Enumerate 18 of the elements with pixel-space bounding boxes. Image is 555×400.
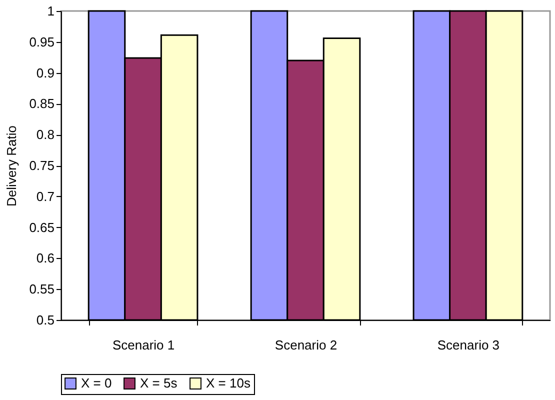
y-tick-label: 0.65 xyxy=(29,220,54,235)
y-tick-label: 0.7 xyxy=(36,188,54,204)
y-tick-label: 0.75 xyxy=(29,158,54,173)
legend-label: X = 10s xyxy=(206,376,251,391)
legend-label: X = 5s xyxy=(140,376,178,391)
legend-label: X = 0 xyxy=(81,376,112,391)
x-tick-label: Scenario 3 xyxy=(437,338,500,352)
y-tick-label: 0.6 xyxy=(36,250,54,266)
x-tick-label: Scenario 1 xyxy=(112,338,175,352)
y-tick-label: 0.8 xyxy=(36,127,54,142)
y-tick-label: 0.9 xyxy=(36,65,54,80)
y-tick-label: 0.85 xyxy=(29,96,54,112)
y-tick-label: 1 xyxy=(47,4,54,18)
x-tick-label: Scenario 2 xyxy=(274,338,338,352)
y-tick-label: 0.95 xyxy=(29,34,54,50)
y-tick-label: 0.55 xyxy=(29,282,54,297)
y-tick-label: 0.5 xyxy=(36,312,54,328)
y-axis-title: Delivery Ratio xyxy=(4,126,20,206)
